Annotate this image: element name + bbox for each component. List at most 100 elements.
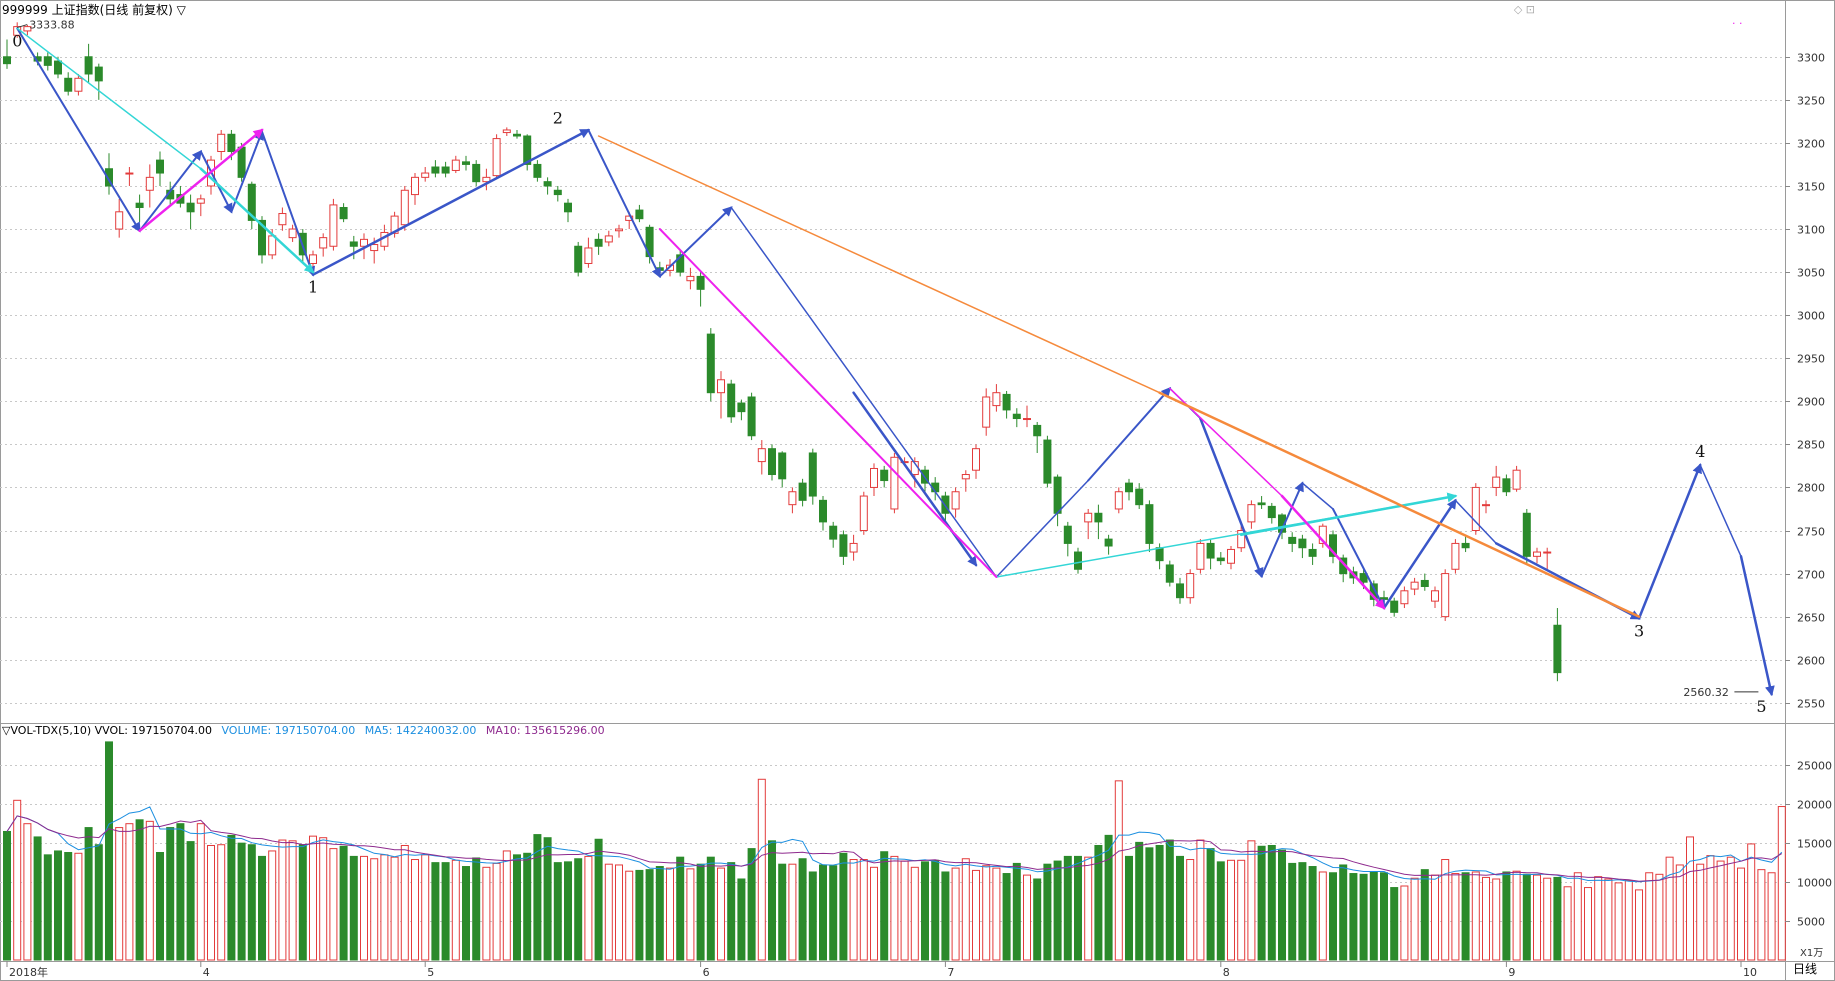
candle-body: [237, 146, 246, 178]
candle-body: [1053, 476, 1062, 514]
candle-body: [829, 525, 838, 540]
volume-bar: [931, 859, 940, 961]
candle-body: [768, 448, 776, 476]
volume-bar: [1543, 877, 1552, 961]
volume-bar: [727, 862, 736, 961]
candle-body: [1104, 538, 1113, 547]
volume-bar: [1063, 855, 1072, 961]
candle: [1400, 586, 1409, 609]
candle: [1125, 478, 1133, 501]
volume-bar: [1012, 862, 1021, 961]
candle-body: [1390, 600, 1399, 613]
candle: [1512, 465, 1521, 492]
candle-body: [543, 181, 552, 187]
volume-bar: [482, 866, 491, 961]
candle: [1553, 608, 1562, 682]
candle: [543, 177, 552, 195]
candle: [492, 134, 501, 180]
candle: [594, 233, 603, 255]
candle-body: [156, 159, 164, 174]
candle: [23, 24, 32, 36]
volume-bar: [686, 868, 695, 961]
volume-bar: [1257, 845, 1266, 961]
candle-body: [808, 452, 817, 497]
candle: [584, 237, 593, 268]
candle: [1451, 539, 1460, 574]
candle: [513, 129, 521, 139]
candle: [1145, 500, 1154, 553]
price-tick-label: 2800: [1797, 482, 1825, 495]
volume-bar: [788, 863, 797, 961]
candle-body: [625, 215, 634, 221]
candle: [156, 151, 164, 186]
volume-bar: [421, 854, 430, 961]
cycle-label[interactable]: 日线: [1793, 962, 1818, 976]
volume-ma10-line: [6, 815, 1783, 882]
candle-body: [1471, 486, 1480, 532]
candle-body: [951, 491, 960, 510]
volume-bar: [666, 867, 674, 961]
volume-bar: [890, 855, 899, 961]
candle: [992, 384, 1001, 412]
candle: [1308, 543, 1317, 565]
trend-line-wave_blue: [138, 149, 203, 232]
candle-body: [370, 244, 379, 252]
volume-bar: [717, 867, 725, 961]
candle: [1053, 474, 1062, 527]
candle: [1461, 534, 1470, 553]
trend-line-wave_blue: [1699, 464, 1742, 558]
candle-body: [1155, 547, 1164, 562]
candle: [390, 211, 399, 238]
candle: [441, 161, 450, 178]
candle: [1094, 504, 1103, 540]
volume-tick-label: 5000: [1797, 916, 1825, 929]
candle: [1298, 534, 1307, 559]
volume-bar: [564, 861, 572, 961]
candle: [890, 452, 899, 514]
volume-bar: [1726, 856, 1735, 961]
candle-body: [1461, 542, 1470, 549]
volume-bar: [1553, 876, 1562, 961]
volume-bar: [349, 855, 358, 961]
candle: [1502, 474, 1511, 497]
candle-body: [1451, 542, 1460, 570]
volume-bar: [839, 852, 848, 961]
volume-bar: [278, 839, 287, 961]
volume-bar: [1094, 844, 1103, 961]
volume-tick-label: 15000: [1797, 838, 1832, 851]
volume-bar: [1563, 886, 1572, 961]
volume-bar: [1410, 877, 1419, 961]
candle: [961, 470, 970, 492]
candle-body: [1482, 504, 1490, 507]
volume-bar: [1074, 855, 1082, 961]
volume-bar: [1461, 872, 1470, 961]
volume-bar: [1033, 878, 1042, 961]
candle-body: [849, 542, 858, 553]
volume-bar: [33, 836, 42, 961]
candle: [778, 451, 787, 488]
volume-bar: [360, 855, 368, 961]
volume-bar: [156, 852, 164, 961]
vol-indicator-label[interactable]: ▽VOL-TDX(5,10) VVOL: 197150704.00: [2, 724, 212, 737]
volume-bar: [329, 848, 338, 961]
volume-bar: [1104, 834, 1113, 961]
volume-bar: [941, 871, 950, 961]
candle-body: [115, 211, 124, 230]
candle: [1165, 560, 1174, 587]
trend-line-wave_blue: [587, 129, 661, 279]
candle-body: [247, 183, 256, 221]
candle-body: [961, 474, 970, 480]
volume-bar: [370, 858, 379, 961]
candle: [1431, 586, 1439, 609]
volume-bar: [747, 848, 756, 961]
candle-body: [43, 56, 52, 66]
candle-body: [727, 383, 736, 418]
trend-line-orange: [1158, 391, 1641, 618]
annotation-label: 3333.88: [29, 19, 74, 32]
candle: [400, 185, 409, 231]
window-controls-icon[interactable]: ◇ ⊡: [1513, 3, 1535, 16]
volume-bar: [207, 844, 215, 961]
candle-body: [23, 26, 32, 32]
date-tick-label: 6: [703, 966, 710, 979]
